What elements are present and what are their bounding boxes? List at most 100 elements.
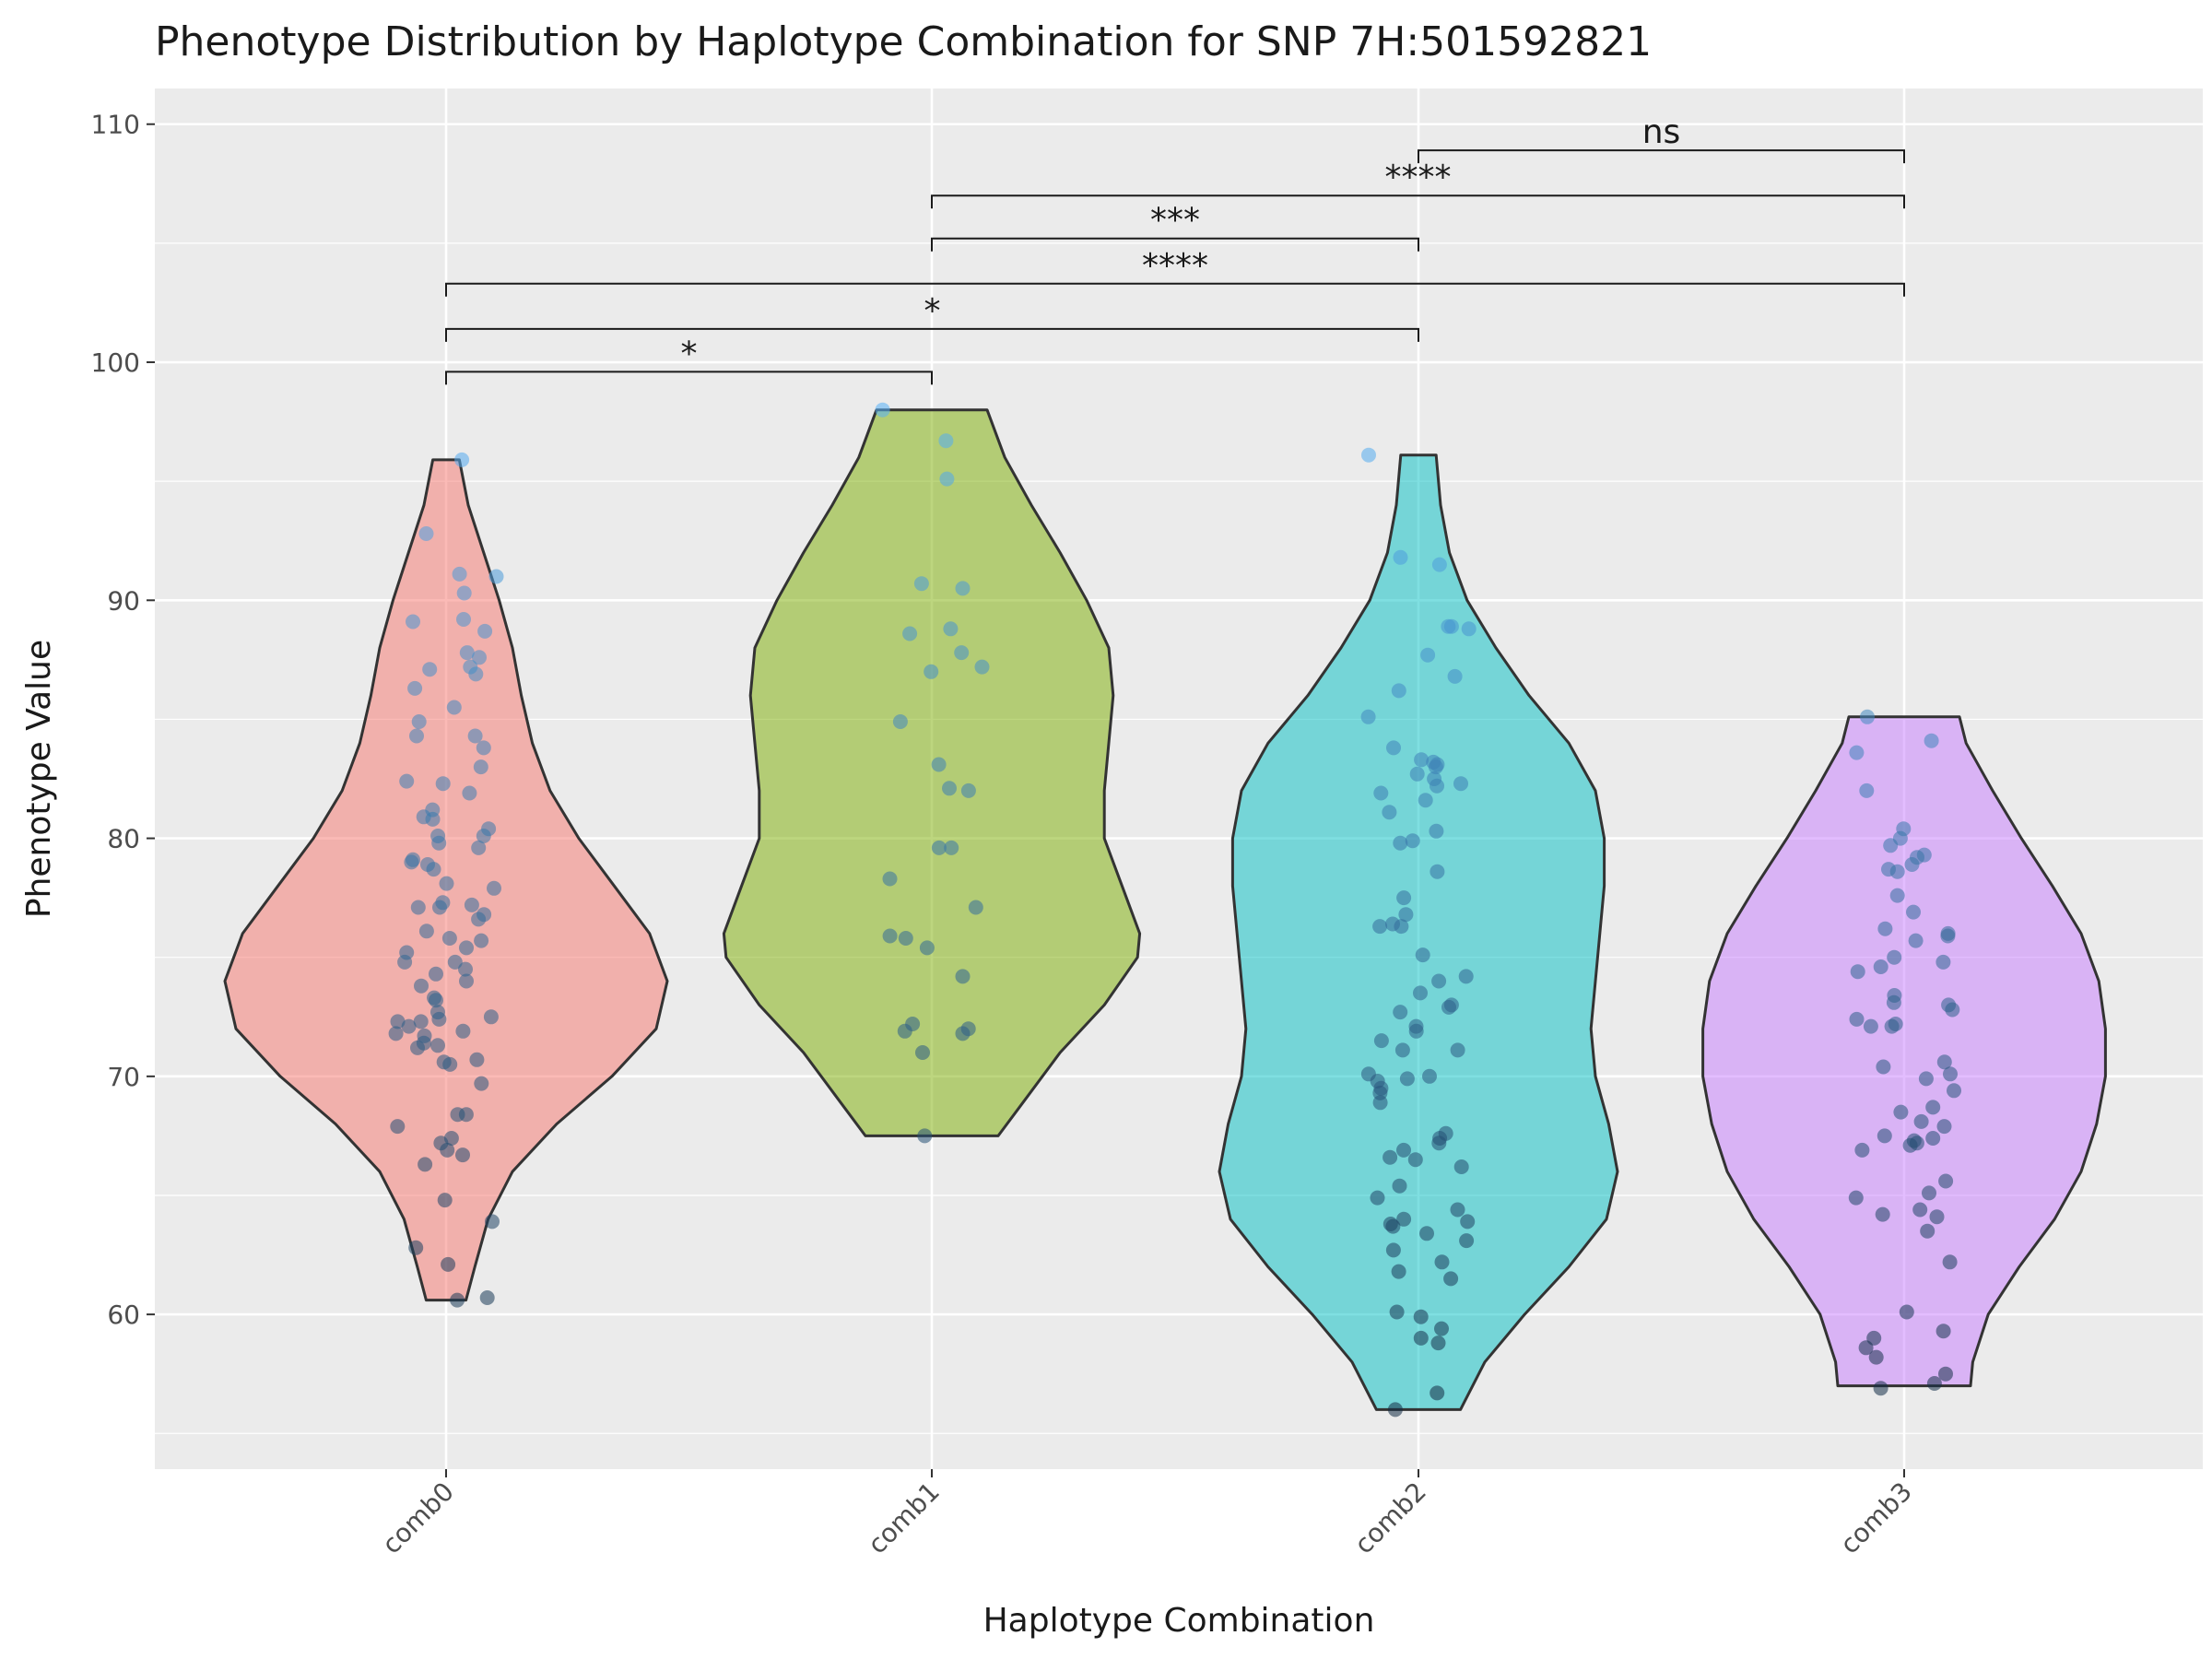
data-point-comb2 [1385, 1218, 1401, 1234]
data-point-comb1 [882, 871, 898, 887]
data-point-comb3 [1858, 1340, 1874, 1356]
data-point-comb2 [1372, 1095, 1388, 1111]
bracket-comb1-comb3 [931, 194, 1905, 209]
data-point-comb0 [388, 1026, 404, 1041]
data-point-comb1 [938, 433, 954, 449]
data-point-comb3 [1943, 1066, 1958, 1082]
data-point-comb3 [1940, 928, 1956, 944]
data-point-comb0 [441, 1256, 456, 1272]
data-point-comb1 [913, 576, 929, 592]
data-point-comb3 [1877, 1128, 1892, 1144]
data-point-comb0 [410, 1040, 425, 1055]
data-point-comb2 [1443, 1271, 1459, 1287]
data-point-comb1 [955, 581, 971, 596]
data-point-comb3 [1883, 838, 1899, 853]
data-point-comb2 [1370, 1190, 1385, 1206]
data-point-comb2 [1450, 1202, 1465, 1218]
data-point-comb0 [426, 862, 441, 877]
data-point-comb0 [418, 526, 434, 541]
data-point-comb2 [1386, 740, 1401, 756]
data-point-comb2 [1389, 1304, 1405, 1320]
data-point-comb0 [487, 880, 501, 896]
data-point-comb1 [919, 940, 935, 956]
data-point-comb2 [1360, 709, 1376, 724]
data-point-comb0 [471, 912, 487, 927]
data-point-comb2 [1415, 947, 1430, 963]
data-point-comb3 [1850, 964, 1865, 980]
data-point-comb2 [1361, 447, 1376, 463]
data-point-comb2 [1430, 778, 1444, 794]
data-point-comb1 [955, 969, 971, 984]
data-point-comb0 [409, 728, 424, 744]
data-point-comb0 [459, 973, 474, 989]
data-point-comb2 [1405, 833, 1420, 849]
data-point-comb0 [462, 785, 477, 801]
data-point-comb2 [1453, 1159, 1469, 1174]
data-point-comb0 [425, 811, 441, 827]
violins [223, 408, 2107, 1411]
data-point-comb3 [1899, 1304, 1914, 1320]
violin-comb3 [1701, 715, 2107, 1388]
significance-brackets: *************ns [445, 113, 1905, 385]
data-point-comb0 [411, 714, 427, 729]
significance-label: * [681, 335, 698, 372]
data-point-comb2 [1387, 1402, 1403, 1418]
data-point-comb3 [1920, 1223, 1936, 1239]
data-point-comb0 [472, 650, 487, 665]
data-point-comb0 [442, 1056, 458, 1072]
data-point-comb2 [1391, 1264, 1406, 1279]
data-point-comb3 [1925, 1100, 1941, 1115]
data-point-comb0 [468, 666, 484, 682]
data-point-comb2 [1447, 668, 1463, 684]
data-point-comb0 [404, 854, 419, 870]
data-point-comb0 [422, 662, 438, 677]
data-point-comb2 [1399, 1071, 1415, 1087]
data-point-comb2 [1450, 1042, 1465, 1058]
data-point-comb3 [1926, 1376, 1942, 1391]
data-point-comb0 [471, 840, 487, 855]
data-point-comb1 [882, 928, 898, 944]
data-point-comb1 [902, 626, 918, 641]
data-point-comb0 [455, 1023, 471, 1039]
data-point-comb0 [408, 1240, 424, 1255]
data-point-comb2 [1396, 1142, 1411, 1158]
data-point-comb0 [407, 680, 423, 696]
data-point-comb3 [1859, 782, 1875, 798]
data-point-comb0 [432, 900, 447, 915]
data-point-comb2 [1396, 890, 1412, 906]
y-tick-label: 110 [91, 110, 140, 140]
data-point-comb0 [418, 924, 434, 939]
data-point-comb0 [390, 1119, 406, 1135]
significance-label: **** [1385, 159, 1452, 196]
data-point-comb0 [447, 954, 463, 970]
data-point-comb0 [406, 614, 420, 629]
data-point-comb0 [410, 900, 426, 915]
data-point-comb3 [1913, 1113, 1929, 1129]
bracket-comb0-comb3 [445, 282, 1905, 297]
data-point-comb3 [1876, 1059, 1891, 1075]
data-point-comb2 [1429, 823, 1444, 839]
data-point-comb3 [1925, 1131, 1941, 1146]
data-point-comb0 [440, 1142, 455, 1158]
data-point-comb1 [931, 840, 947, 855]
data-point-comb1 [931, 757, 947, 772]
data-point-comb2 [1393, 1005, 1408, 1020]
data-point-comb2 [1398, 907, 1414, 923]
data-point-comb2 [1413, 1309, 1429, 1324]
bracket-comb2-comb3 [1418, 149, 1905, 164]
data-point-comb3 [1848, 1190, 1864, 1206]
data-point-comb1 [915, 1045, 930, 1060]
y-tick-label: 80 [107, 824, 140, 854]
data-point-comb2 [1396, 1211, 1412, 1227]
data-point-comb2 [1430, 1385, 1445, 1401]
data-point-comb3 [1849, 745, 1865, 760]
significance-label: *** [1150, 202, 1200, 240]
data-point-comb0 [401, 1018, 417, 1034]
data-point-comb3 [1854, 1142, 1870, 1158]
data-point-comb0 [397, 954, 413, 970]
data-point-comb2 [1460, 1214, 1476, 1230]
y-tick-label: 70 [107, 1062, 140, 1092]
data-point-comb0 [399, 773, 415, 789]
data-point-comb0 [429, 966, 443, 982]
data-point-comb0 [458, 1107, 474, 1123]
